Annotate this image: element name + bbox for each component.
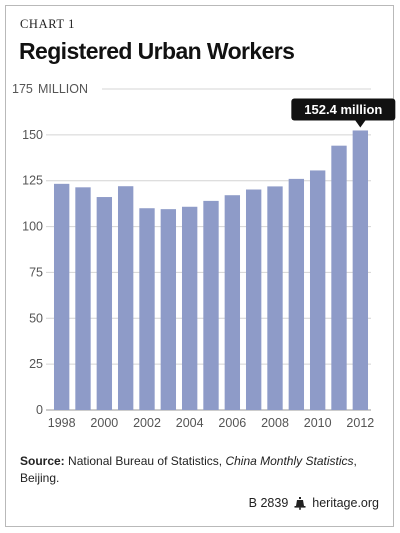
callout-box xyxy=(291,98,396,121)
y-tick-label: 100 xyxy=(22,220,43,234)
x-tick-label: 2006 xyxy=(218,416,246,430)
bar-2007 xyxy=(245,189,262,410)
source-note: Source: National Bureau of Statistics, C… xyxy=(20,453,380,487)
x-tick-label: 2010 xyxy=(304,416,332,430)
x-tick-label: 1998 xyxy=(48,416,76,430)
bar-2010 xyxy=(309,170,326,410)
x-tick-label: 2002 xyxy=(133,416,161,430)
callout-label: 152.4 million xyxy=(304,102,382,117)
bars xyxy=(53,130,369,410)
y-tick-label: 0 xyxy=(36,403,43,417)
y-tick-label: 125 xyxy=(22,174,43,188)
bar-2012 xyxy=(352,130,369,410)
chart-title: Registered Urban Workers xyxy=(19,38,295,64)
bar-2004 xyxy=(181,206,198,410)
bar-chart: 0 25 50 75 100 125 150 175 MILLION 1998 2000 2002 2… xyxy=(12,82,396,430)
y-tick-label: 25 xyxy=(29,357,43,371)
bar-2002 xyxy=(139,208,155,410)
bar-2001 xyxy=(117,186,134,410)
source-publication: China Monthly Statistics xyxy=(225,454,354,468)
bar-2003 xyxy=(160,209,177,410)
y-axis-unit-label: MILLION xyxy=(38,82,88,96)
x-axis-tick-labels: 1998 2000 2002 2004 2006 2008 2010 2012 xyxy=(48,416,375,430)
bar-2006 xyxy=(224,195,241,410)
bar-2005 xyxy=(203,200,219,410)
x-tick-label: 2008 xyxy=(261,416,289,430)
liberty-bell-icon xyxy=(294,496,306,510)
source-text-after: , xyxy=(353,454,357,468)
y-axis-tick-labels: 0 25 50 75 100 125 150 175 MILLION xyxy=(12,82,88,417)
y-tick-label: 150 xyxy=(22,128,43,142)
bar-2009 xyxy=(288,178,305,410)
source-label: Source: xyxy=(20,454,65,468)
bar-2011 xyxy=(331,145,347,410)
x-tick-label: 2012 xyxy=(346,416,374,430)
source-line2: Beijing. xyxy=(20,471,60,485)
value-callout: 152.4 million xyxy=(291,98,396,128)
bar-2008 xyxy=(267,186,283,410)
callout-pointer xyxy=(355,120,366,128)
y-tick-label: 175 xyxy=(12,82,33,96)
bar-1998 xyxy=(53,183,70,410)
bar-2000 xyxy=(96,197,113,410)
report-code: B 2839 xyxy=(248,496,289,510)
y-tick-label: 50 xyxy=(29,311,43,325)
x-tick-label: 2004 xyxy=(176,416,204,430)
y-tick-label: 75 xyxy=(29,265,43,279)
source-text: National Bureau of Statistics, xyxy=(64,454,226,468)
chart-frame xyxy=(5,5,394,527)
chart-kicker: CHART 1 xyxy=(20,17,75,31)
bar-1999 xyxy=(75,187,91,410)
footer: B 2839 heritage.org xyxy=(249,496,379,510)
site-name[interactable]: heritage.org xyxy=(312,496,379,510)
x-tick-label: 2000 xyxy=(90,416,118,430)
